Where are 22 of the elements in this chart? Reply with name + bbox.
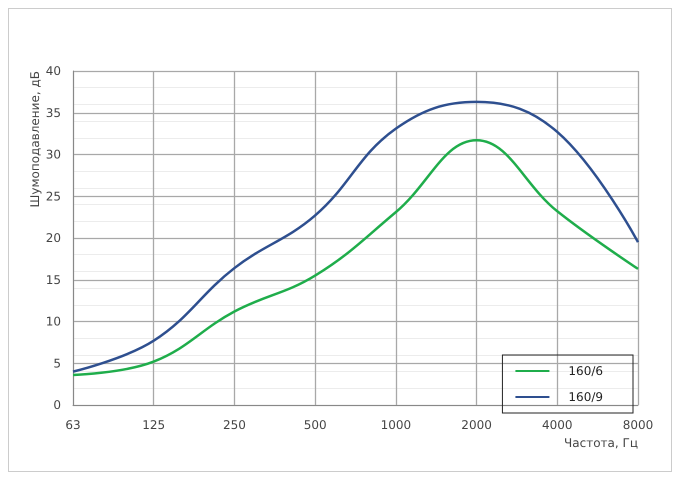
- y-tick-label: 20: [46, 231, 61, 245]
- x-tick-label: 8000: [622, 418, 654, 432]
- legend-label: 160/6: [568, 364, 604, 378]
- y-tick-label: 0: [53, 398, 61, 412]
- x-tick-label: 250: [222, 418, 246, 432]
- y-tick-label: 5: [53, 356, 61, 370]
- y-tick-label: 25: [46, 189, 61, 204]
- y-tick-label: 40: [46, 64, 61, 78]
- x-tick-label: 125: [142, 418, 166, 432]
- legend-label: 160/9: [568, 390, 604, 404]
- x-tick-label: 2000: [461, 418, 492, 432]
- y-tick-label: 10: [46, 314, 61, 328]
- line-series: [72, 139, 640, 376]
- x-tick-label: 500: [304, 418, 327, 432]
- x-axis-title: Частота, Гц: [564, 436, 638, 450]
- x-tick-label: 63: [65, 418, 81, 432]
- y-tick-label: 15: [46, 272, 61, 287]
- y-axis-title: Шумоподавление, дБ: [28, 71, 42, 208]
- x-tick-label: 1000: [380, 418, 412, 432]
- y-tick-label: 30: [46, 148, 61, 162]
- x-tick-label: 4000: [542, 418, 573, 432]
- y-tick-label: 35: [46, 106, 61, 120]
